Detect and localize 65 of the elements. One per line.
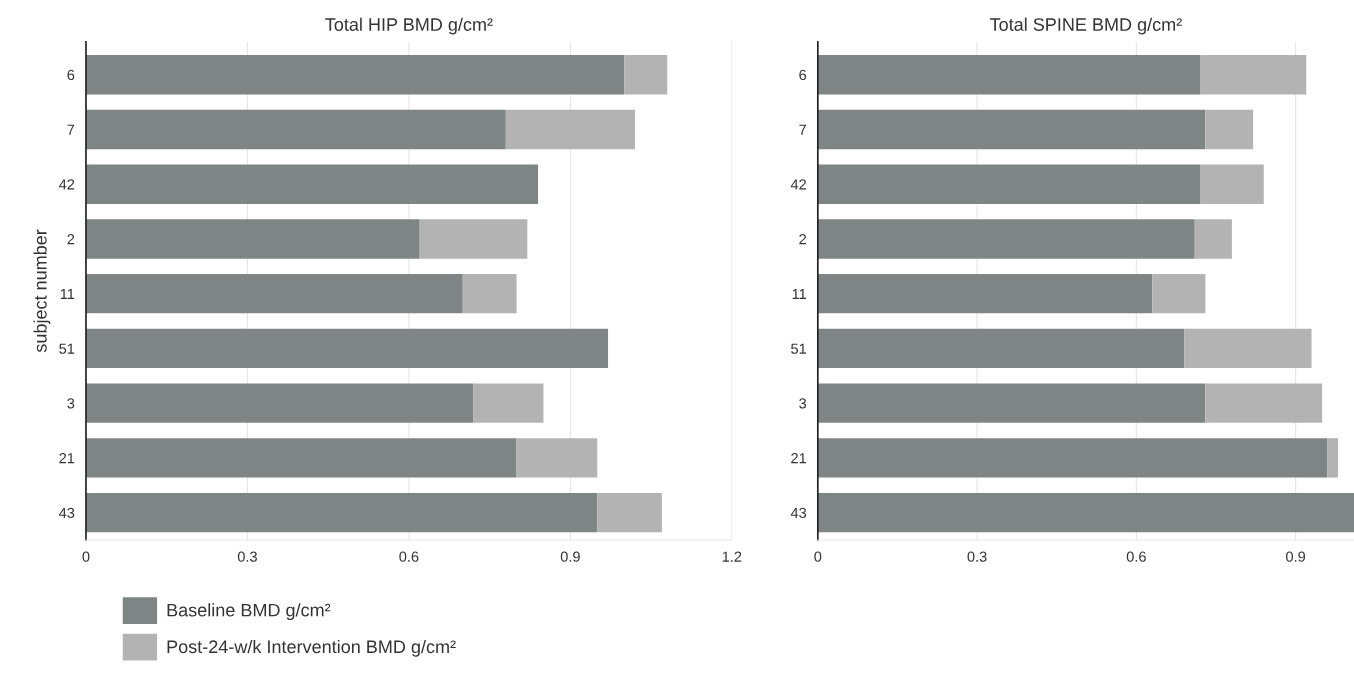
bar (624, 54, 668, 95)
bar (1152, 273, 1206, 314)
y-tick-label: 7 (67, 124, 75, 135)
bar (817, 383, 1206, 423)
chart-title: Total SPINE BMD g/cm² (990, 17, 1182, 35)
y-tick-label: 7 (799, 124, 806, 135)
bar (462, 273, 517, 314)
y-tick-label: 43 (58, 507, 75, 519)
x-tick-label: 0.9 (560, 551, 580, 562)
bar (817, 54, 1201, 95)
bar (85, 438, 517, 478)
bar (1200, 164, 1264, 204)
bar (597, 492, 662, 533)
bar (1200, 54, 1307, 95)
y-tick-label: 3 (799, 398, 807, 409)
x-tick-label: 0.6 (1126, 551, 1146, 562)
legend-label: Post-24-w/k Intervention BMD g/cm² (167, 639, 456, 657)
bar (505, 109, 635, 150)
y-tick-label: 51 (59, 343, 75, 354)
bar (85, 109, 506, 150)
y-tick-label: 2 (799, 234, 806, 245)
bar (85, 164, 539, 204)
y-tick-label: 42 (790, 179, 806, 190)
legend-label: Baseline BMD g/cm² (167, 603, 331, 621)
bar (1184, 328, 1312, 369)
x-tick-label: 0 (82, 551, 90, 562)
y-tick-label: 43 (790, 507, 807, 519)
y-tick-label: 21 (59, 452, 75, 464)
bar (1205, 383, 1323, 423)
x-tick-label: 0.3 (237, 551, 257, 562)
x-tick-label: 0.6 (399, 551, 419, 562)
x-tick-label: 1.2 (722, 551, 742, 562)
bar (817, 273, 1153, 314)
bar (1205, 109, 1254, 150)
y-tick-label: 6 (799, 69, 807, 81)
bar (1194, 219, 1232, 259)
bar (85, 492, 598, 533)
bar (85, 54, 625, 95)
y-tick-label: 3 (67, 398, 75, 409)
y-axis-title: subject number (33, 229, 51, 353)
x-tick-label: 0.9 (1286, 551, 1306, 562)
y-tick-label: 6 (67, 69, 75, 81)
x-tick-label: 0.3 (967, 551, 987, 562)
bar (85, 219, 420, 259)
y-tick-label: 51 (791, 343, 806, 354)
bar (516, 438, 598, 478)
bar (473, 383, 544, 423)
bar (817, 164, 1201, 204)
y-tick-label: 42 (58, 179, 75, 190)
bar (817, 492, 1354, 533)
bar (85, 328, 609, 369)
y-tick-label: 11 (792, 288, 806, 299)
bar (817, 328, 1185, 369)
bar (817, 219, 1195, 259)
bar (817, 438, 1328, 478)
x-tick-label: 0 (814, 551, 822, 562)
y-tick-label: 2 (67, 234, 75, 245)
chart-title: Total HIP BMD g/cm² (325, 17, 493, 35)
bar (85, 383, 474, 423)
bar (1327, 438, 1339, 478)
y-tick-label: 11 (60, 288, 75, 299)
y-tick-label: 21 (791, 452, 806, 464)
bar (419, 219, 528, 259)
bar (85, 273, 463, 314)
bar (817, 109, 1206, 150)
